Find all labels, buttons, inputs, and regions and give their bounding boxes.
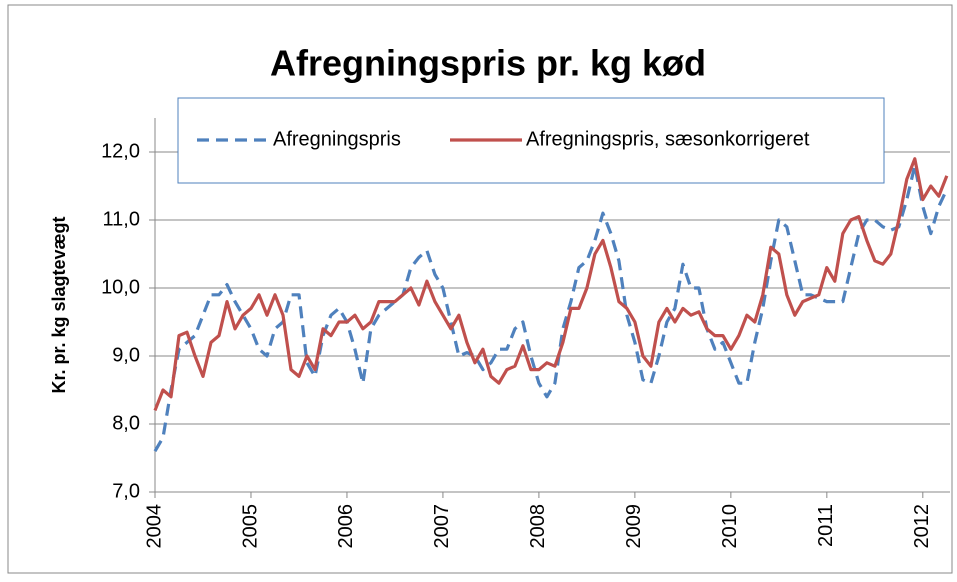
y-tick-label: 10,0	[101, 276, 140, 298]
y-tick-label: 11,0	[103, 208, 140, 230]
chart-title: Afregningspris pr. kg kød	[270, 43, 706, 84]
x-tick-label: 2010	[719, 504, 741, 549]
chart-border	[7, 4, 953, 574]
x-tick-label: 2009	[623, 504, 645, 549]
y-tick-label: 8,0	[112, 412, 140, 434]
x-tick-label: 2007	[431, 504, 453, 549]
y-tick-label: 12,0	[101, 140, 140, 162]
x-tick-label: 2011	[815, 504, 837, 547]
legend-box	[177, 97, 885, 184]
legend-label: Afregningspris, sæsonkorrigeret	[526, 128, 810, 150]
legend-label: Afregningspris	[273, 128, 401, 150]
series-line	[153, 157, 949, 411]
x-tick-label: 2004	[143, 504, 165, 549]
y-axis-label: Kr. pr. kg slagtevægt	[49, 216, 69, 393]
x-tick-label: 2006	[335, 504, 357, 549]
x-tick-label: 2012	[911, 504, 933, 549]
x-tick-label: 2005	[239, 504, 261, 549]
x-tick-label: 2008	[527, 504, 549, 549]
y-tick-label: 9,0	[112, 344, 140, 366]
y-tick-label: 7,0	[112, 480, 140, 502]
